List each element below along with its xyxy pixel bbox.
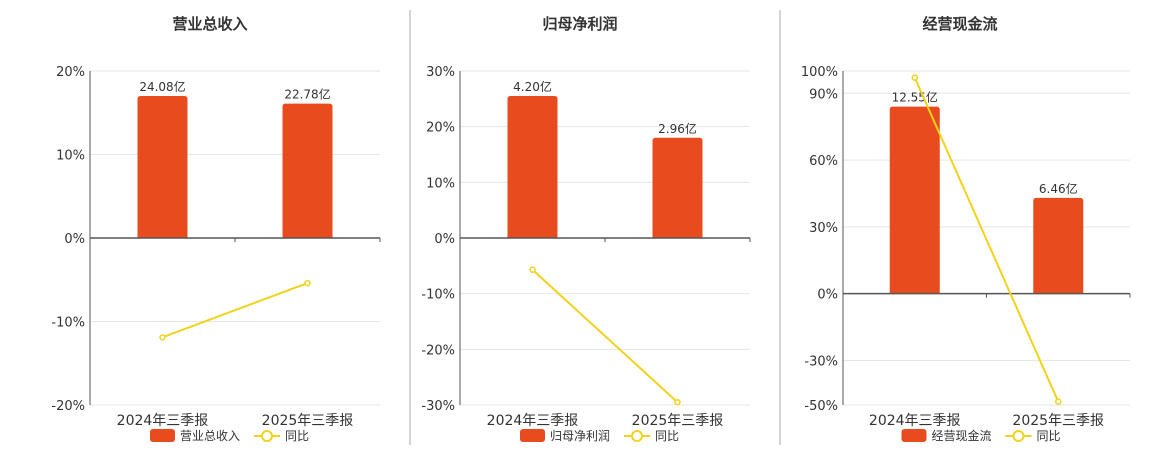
x-tick-label: 2024年三季报	[487, 413, 579, 429]
bar	[652, 137, 703, 238]
line-point	[911, 74, 918, 81]
y-tick-label: -50%	[804, 399, 838, 414]
y-tick-label: -20%	[421, 343, 455, 358]
chart-title: 归母净利润	[542, 15, 617, 33]
line-point	[529, 266, 536, 273]
x-tick-label: 2024年三季报	[117, 413, 209, 429]
y-tick-label: 0%	[817, 288, 838, 303]
legend-bar-swatch	[520, 429, 545, 442]
x-tick-label: 2024年三季报	[869, 413, 961, 429]
legend-line-label: 同比	[285, 429, 309, 443]
y-tick-label: 20%	[426, 121, 455, 136]
line-point	[159, 334, 166, 341]
chart-title: 经营现金流	[922, 15, 997, 33]
bar-data-label: 4.20亿	[513, 79, 552, 94]
legend-bar-swatch	[150, 429, 175, 442]
bar-data-label: 2.96亿	[658, 121, 697, 136]
y-tick-label: -20%	[51, 399, 85, 414]
chart-panel-2: 归母净利润 -30% -20% -10% 0% 10% 20% 30% 4.20亿 2.96亿 20…	[409, 10, 751, 445]
legend: 营业总收入 同比	[150, 429, 309, 443]
chart-panel-3: 经营现金流 -50% -30% 0% 30% 60% 90% 100% 12.55亿 6.46亿 2…	[779, 10, 1131, 445]
legend-line-marker	[631, 430, 643, 442]
legend: 归母净利润 同比	[520, 429, 679, 443]
legend: 经营现金流 同比	[901, 428, 1061, 443]
line-point	[304, 279, 311, 287]
legend-bar-label: 归母净利润	[550, 429, 610, 443]
y-tick-label: 60%	[809, 154, 838, 169]
y-tick-label: 90%	[809, 87, 838, 102]
bar-data-label: 22.78亿	[284, 87, 330, 102]
y-tick-label: 0%	[64, 232, 85, 247]
x-tick-label: 2025年三季报	[632, 413, 724, 429]
line-series	[913, 77, 1060, 403]
x-tick-label: 2025年三季报	[262, 413, 354, 429]
legend-line-marker	[261, 430, 273, 442]
bar	[282, 103, 333, 238]
bar	[889, 106, 940, 294]
y-tick-label: 0%	[434, 232, 455, 247]
y-tick-label: 30%	[426, 65, 455, 80]
line-series	[162, 282, 308, 339]
y-tick-label: 100%	[801, 65, 838, 80]
legend-bar-label: 经营现金流	[932, 428, 992, 443]
legend-line-marker	[1012, 430, 1025, 442]
bar	[137, 96, 188, 238]
bar-data-label: 6.46亿	[1039, 181, 1078, 196]
y-tick-label: 10%	[426, 176, 455, 191]
y-tick-label: -10%	[51, 316, 85, 331]
chart-title: 营业总收入	[172, 15, 247, 33]
y-tick-label: 20%	[56, 65, 85, 80]
line-series	[531, 268, 679, 403]
legend-bar-label: 营业总收入	[180, 429, 240, 443]
y-tick-label: 10%	[56, 149, 85, 164]
legend-bar-swatch	[901, 429, 927, 442]
legend-line-label: 同比	[1037, 429, 1061, 443]
bar	[1033, 197, 1084, 294]
line-point	[1055, 398, 1062, 405]
bar-data-label: 12.55亿	[892, 90, 938, 105]
legend-line-label: 同比	[655, 429, 679, 443]
line-point	[674, 398, 681, 406]
y-tick-label: -10%	[421, 288, 455, 303]
y-tick-label: -30%	[421, 399, 455, 414]
bar	[507, 96, 558, 238]
x-tick-label: 2025年三季报	[1012, 413, 1104, 429]
y-tick-label: -30%	[804, 354, 838, 369]
y-tick-label: 30%	[809, 221, 838, 236]
chart-panel-1: 营业总收入 -20% -10% 0% 10% 20% 24.08亿 22.78亿 2024年三季…	[51, 15, 381, 443]
bar-data-label: 24.08亿	[139, 79, 185, 94]
